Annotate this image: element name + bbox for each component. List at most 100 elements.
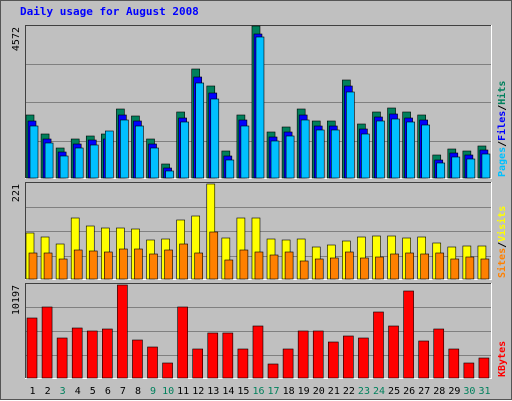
bar-kbytes-day-31 — [478, 357, 490, 379]
bar-pages-day-26 — [406, 121, 415, 179]
bar-pages-day-27 — [421, 124, 430, 179]
y-max-label-middle: 221 — [11, 184, 22, 202]
legend-entry: KBytes — [497, 341, 508, 377]
x-tick-label-day-21: 21 — [328, 386, 340, 397]
legend-entry: / — [497, 242, 508, 248]
bar-kbytes-day-17 — [267, 363, 279, 379]
bar-pages-day-19 — [300, 119, 310, 179]
bar-kbytes-day-2 — [41, 306, 53, 379]
bar-kbytes-day-12 — [192, 348, 204, 379]
bar-kbytes-day-27 — [418, 340, 429, 379]
bar-pages-day-24 — [376, 120, 385, 179]
x-tick-label-day-18: 18 — [283, 386, 295, 397]
bar-kbytes-day-20 — [312, 330, 324, 379]
legend-entry: Pages — [497, 147, 508, 177]
x-tick-label-day-29: 29 — [448, 386, 460, 397]
bar-kbytes-day-24 — [373, 311, 384, 379]
bar-pages-day-1 — [29, 125, 39, 179]
bar-kbytes-day-26 — [403, 290, 414, 379]
bar-pages-day-6 — [105, 130, 114, 179]
y-max-label-bottom: 10197 — [11, 285, 22, 315]
bar-kbytes-day-25 — [388, 325, 399, 379]
bar-sites-day-12 — [194, 252, 204, 280]
bar-pages-day-8 — [135, 125, 144, 179]
x-tick-label-day-30: 30 — [463, 386, 475, 397]
x-tick-label-day-26: 26 — [403, 386, 415, 397]
legend-entry: Sites — [496, 248, 508, 278]
bar-sites-day-28 — [435, 252, 445, 280]
bar-kbytes-day-1 — [26, 317, 38, 379]
bar-pages-day-23 — [361, 133, 370, 179]
bar-kbytes-day-8 — [132, 339, 143, 379]
x-tick-label-day-5: 5 — [90, 386, 96, 397]
bar-pages-day-21 — [330, 129, 340, 179]
bar-sites-day-1 — [28, 252, 38, 280]
bar-pages-day-9 — [150, 147, 159, 179]
x-tick-label-day-10: 10 — [162, 386, 174, 397]
bar-kbytes-day-10 — [162, 362, 173, 379]
x-tick-label-day-31: 31 — [478, 386, 490, 397]
bar-sites-day-17 — [269, 254, 279, 280]
bar-sites-day-19 — [299, 260, 309, 280]
bar-sites-day-13 — [209, 231, 219, 280]
bar-kbytes-day-19 — [297, 330, 309, 379]
bar-sites-day-27 — [420, 253, 429, 280]
bar-kbytes-day-6 — [102, 328, 113, 379]
legend-entry: Hits — [496, 81, 508, 105]
y-max-label-top: 4572 — [11, 27, 22, 51]
bar-sites-day-22 — [345, 251, 354, 280]
x-tick-label-day-1: 1 — [30, 386, 36, 397]
x-tick-label-day-3: 3 — [60, 386, 66, 397]
x-tick-label-day-7: 7 — [120, 386, 126, 397]
bar-pages-day-22 — [346, 91, 355, 179]
x-tick-label-day-27: 27 — [418, 386, 430, 397]
x-tick-label-day-13: 13 — [207, 386, 219, 397]
bar-kbytes-day-22 — [343, 335, 354, 379]
legend-entry: / — [497, 141, 508, 147]
x-tick-label-day-25: 25 — [388, 386, 400, 397]
x-tick-label-day-24: 24 — [373, 386, 385, 397]
bar-kbytes-day-5 — [86, 330, 98, 379]
bar-pages-day-10 — [165, 170, 174, 179]
bar-pages-day-31 — [481, 153, 491, 179]
bar-sites-day-7 — [119, 248, 128, 280]
bar-sites-day-31 — [480, 258, 490, 280]
bar-sites-day-21 — [329, 257, 339, 280]
bar-pages-day-28 — [436, 162, 446, 179]
legend-top: Pages/Files/Hits — [496, 81, 508, 177]
bar-pages-day-25 — [391, 118, 400, 179]
bar-kbytes-day-30 — [463, 362, 475, 379]
bar-pages-day-14 — [225, 159, 235, 179]
bar-kbytes-day-13 — [207, 332, 219, 379]
x-tick-label-day-4: 4 — [75, 386, 81, 397]
bar-sites-day-26 — [405, 252, 414, 280]
bar-kbytes-day-16 — [252, 325, 264, 379]
bar-sites-day-18 — [284, 251, 294, 280]
bar-sites-day-4 — [73, 249, 83, 280]
bar-pages-day-16 — [255, 36, 265, 179]
bar-kbytes-day-4 — [71, 327, 83, 379]
bar-sites-day-20 — [314, 258, 324, 280]
bar-pages-day-13 — [210, 98, 220, 179]
bar-sites-day-29 — [450, 258, 460, 280]
bar-sites-day-16 — [254, 251, 264, 280]
bar-sites-day-6 — [104, 251, 113, 280]
bar-sites-day-25 — [390, 253, 399, 280]
legend-entry: / — [497, 105, 508, 111]
bar-sites-day-3 — [58, 258, 68, 280]
x-tick-label-day-2: 2 — [45, 386, 51, 397]
bar-sites-day-2 — [43, 252, 53, 280]
x-tick-label-day-28: 28 — [433, 386, 445, 397]
bar-sites-day-30 — [465, 256, 475, 280]
bar-kbytes-day-18 — [282, 348, 294, 379]
bar-kbytes-day-21 — [327, 341, 339, 379]
bar-kbytes-day-14 — [222, 332, 234, 379]
x-tick-label-day-16: 16 — [252, 386, 264, 397]
x-tick-label-day-17: 17 — [268, 386, 280, 397]
x-tick-label-day-9: 9 — [150, 386, 156, 397]
bar-kbytes-day-28 — [433, 328, 445, 379]
bar-sites-day-9 — [149, 253, 158, 280]
bar-pages-day-7 — [120, 119, 129, 179]
